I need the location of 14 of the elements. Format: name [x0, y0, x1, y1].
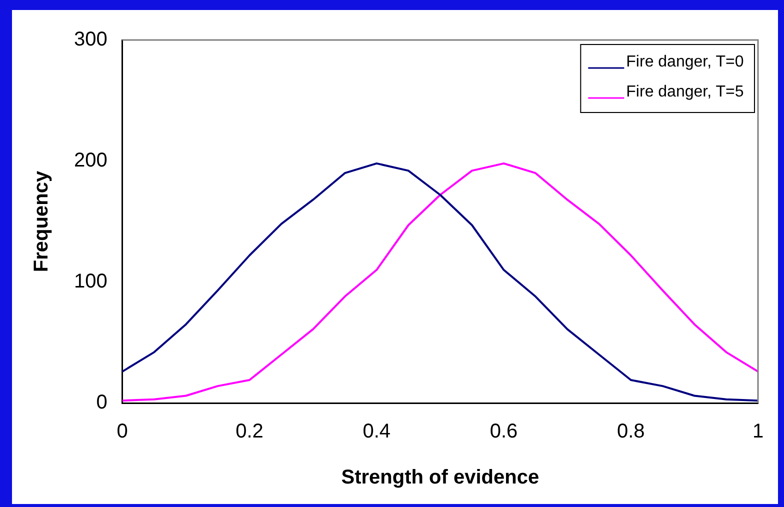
x-axis-title: Strength of evidence [341, 466, 540, 489]
y-axis-title: Frequency [30, 170, 53, 272]
x-tick-label: 0.6 [490, 420, 518, 443]
y-tick-label: 300 [74, 28, 108, 51]
y-tick-label: 100 [74, 270, 108, 293]
legend-label: Fire danger, T=0 [626, 53, 744, 70]
x-tick-label: 0 [116, 420, 128, 443]
x-tick-label: 0.8 [616, 420, 645, 443]
y-tick-label: 200 [74, 150, 108, 172]
y-tick-label: 0 [96, 392, 108, 414]
x-tick-label: 0.4 [362, 420, 391, 443]
x-tick-label: 0.2 [236, 420, 264, 443]
x-tick-label: 1 [752, 420, 764, 443]
legend-label: Fire danger, T=5 [626, 83, 744, 100]
